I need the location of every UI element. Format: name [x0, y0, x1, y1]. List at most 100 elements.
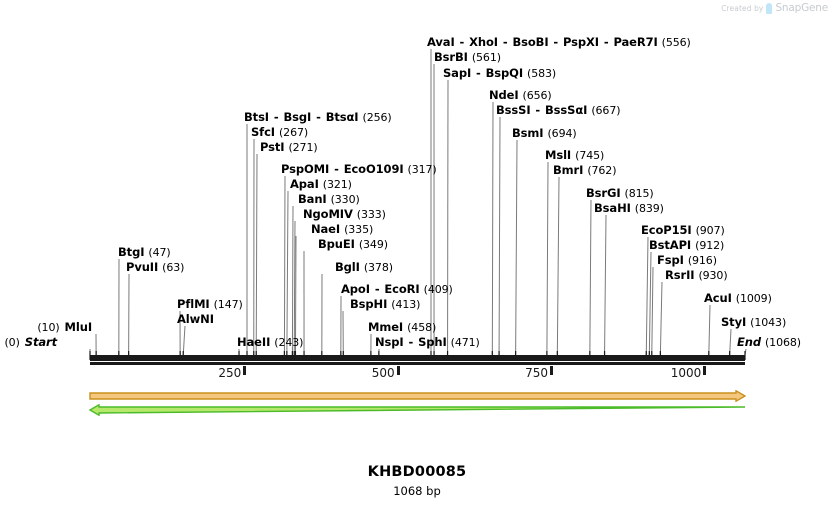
restriction-site-label[interactable]: BpuEI (349): [318, 238, 388, 251]
restriction-site-label[interactable]: AvaI - XhoI - BsoBI - PspXI - PaeR7I (556…: [427, 36, 691, 49]
site-name: BsaHI: [594, 201, 631, 215]
restriction-site-label[interactable]: HaeII (243): [237, 336, 303, 349]
restriction-site-label[interactable]: BglI (378): [335, 261, 393, 274]
restriction-site-label[interactable]: BtsI - BsgI - BtsαI (256): [244, 111, 392, 124]
site-position: (267): [278, 126, 309, 139]
site-name: BtsαI: [325, 110, 359, 124]
site-position: (321): [322, 178, 352, 191]
restriction-site-label[interactable]: RsrII (930): [665, 269, 728, 282]
ruler-tick: [549, 366, 553, 375]
site-name: PflMI: [177, 297, 210, 311]
site-name: RsrII: [665, 268, 695, 282]
site-name: BtsI: [244, 110, 269, 124]
restriction-site-label[interactable]: BtgI (47): [118, 246, 171, 259]
site-name: BanI: [298, 192, 327, 206]
restriction-site-label[interactable]: BsrGI (815): [586, 187, 654, 200]
ruler-tick-label: 500: [371, 366, 395, 380]
sequence-ruler: 250 500 750 1000: [0, 366, 834, 386]
site-name: BssSαI: [545, 103, 588, 117]
site-name: EcoRI: [384, 282, 420, 296]
site-position: (556): [661, 36, 691, 49]
restriction-site-label[interactable]: EcoP15I (907): [641, 224, 725, 237]
restriction-site-label[interactable]: BsmI (694): [512, 127, 577, 140]
title-block: KHBD00085 1068 bp: [0, 464, 834, 498]
site-position: (413): [391, 298, 421, 311]
site-name: BspHI: [350, 297, 388, 311]
site-position: (745): [575, 149, 605, 162]
site-name-separator: -: [599, 35, 613, 49]
restriction-site-label[interactable]: End (1068): [737, 336, 801, 349]
restriction-site-label[interactable]: SapI - BspQI (583): [443, 67, 556, 80]
restriction-site-label[interactable]: BanI (330): [298, 193, 360, 206]
site-name: PspOMI: [281, 162, 330, 176]
site-position: (912): [695, 239, 725, 252]
ruler-tick-label: 750: [525, 366, 548, 380]
site-name: MslI: [545, 148, 572, 162]
restriction-site-label[interactable]: BsaHI (839): [594, 202, 664, 215]
restriction-site-label[interactable]: (10) MluI: [37, 321, 92, 334]
restriction-site-label[interactable]: StyI (1043): [721, 316, 786, 329]
site-position: (1068): [764, 336, 801, 349]
site-position: (10): [37, 321, 60, 334]
restriction-site-label[interactable]: BmrI (762): [553, 163, 617, 177]
site-position: (317): [407, 163, 437, 176]
restriction-site-label[interactable]: ApoI - EcoRI (409): [341, 283, 453, 296]
site-position: (243): [274, 336, 304, 349]
site-name: ApoI: [341, 282, 370, 296]
restriction-site-label[interactable]: AlwNI: [177, 313, 214, 325]
restriction-site-label[interactable]: ApaI (321): [290, 178, 352, 191]
site-name: BpuEI: [318, 237, 355, 251]
site-position: (409): [423, 283, 453, 296]
restriction-site-label[interactable]: BstAPI (912): [649, 239, 724, 252]
site-name-separator: -: [312, 110, 325, 124]
feature-arrow-shape: [89, 404, 746, 416]
site-position: (762): [587, 164, 617, 177]
restriction-site-label[interactable]: (0) Start: [4, 336, 57, 349]
restriction-site-label[interactable]: NgoMIV (333): [303, 208, 386, 221]
restriction-site-label[interactable]: NaeI (335): [311, 223, 373, 236]
restriction-site-label[interactable]: MmeI (458): [368, 321, 436, 334]
site-name: PstI: [260, 140, 285, 154]
green-feature-arrow[interactable]: [89, 404, 746, 416]
restriction-site-label[interactable]: BssSI - BssSαI (667): [496, 103, 621, 117]
site-name: EcoO109I: [343, 162, 404, 176]
restriction-site-label[interactable]: BsrBI (561): [434, 51, 501, 64]
site-name: BsgI: [283, 110, 312, 124]
restriction-site-label[interactable]: SfcI (267): [251, 126, 308, 139]
site-name-separator: -: [330, 162, 343, 176]
site-name: PaeR7I: [613, 35, 658, 49]
site-name: NdeI: [489, 88, 519, 102]
site-name: BmrI: [553, 163, 584, 177]
site-name: SfcI: [251, 125, 275, 139]
restriction-site-label[interactable]: MslI (745): [545, 149, 604, 162]
site-position: (667): [591, 104, 621, 117]
site-name: AvaI: [427, 35, 455, 49]
site-name: StyI: [721, 315, 747, 329]
site-position: (839): [634, 202, 664, 215]
site-name: ApaI: [290, 177, 319, 191]
restriction-site-label[interactable]: FspI (916): [657, 254, 717, 267]
restriction-site-label[interactable]: AcuI (1009): [704, 292, 772, 305]
ruler-tick-label: 1000: [670, 366, 702, 380]
site-name-separator: -: [498, 35, 512, 49]
site-position: (583): [527, 67, 557, 80]
snapgene-logo-icon: [766, 2, 773, 14]
restriction-site-label[interactable]: PspOMI - EcoO109I (317): [281, 163, 437, 176]
site-position: (1043): [750, 316, 787, 329]
site-position: (458): [407, 321, 437, 334]
site-position: (378): [363, 261, 393, 274]
restriction-site-label[interactable]: PstI (271): [260, 141, 318, 154]
restriction-site-label[interactable]: BspHI (413): [350, 298, 420, 311]
feature-arrow-shape: [89, 390, 746, 402]
site-name-separator: -: [472, 66, 485, 80]
site-name: SphI: [418, 335, 447, 349]
site-name: MluI: [64, 320, 93, 334]
sequence-length-label: 1068 bp: [393, 484, 441, 498]
restriction-site-label[interactable]: PflMI (147): [177, 298, 243, 311]
site-name: SapI: [443, 66, 472, 80]
orange-feature-arrow[interactable]: [89, 390, 746, 402]
restriction-site-label[interactable]: NdeI (656): [489, 89, 552, 102]
restriction-site-label[interactable]: PvuII (63): [126, 261, 184, 274]
restriction-site-label[interactable]: NspI - SphI (471): [375, 336, 480, 349]
site-name: BtgI: [118, 245, 145, 259]
